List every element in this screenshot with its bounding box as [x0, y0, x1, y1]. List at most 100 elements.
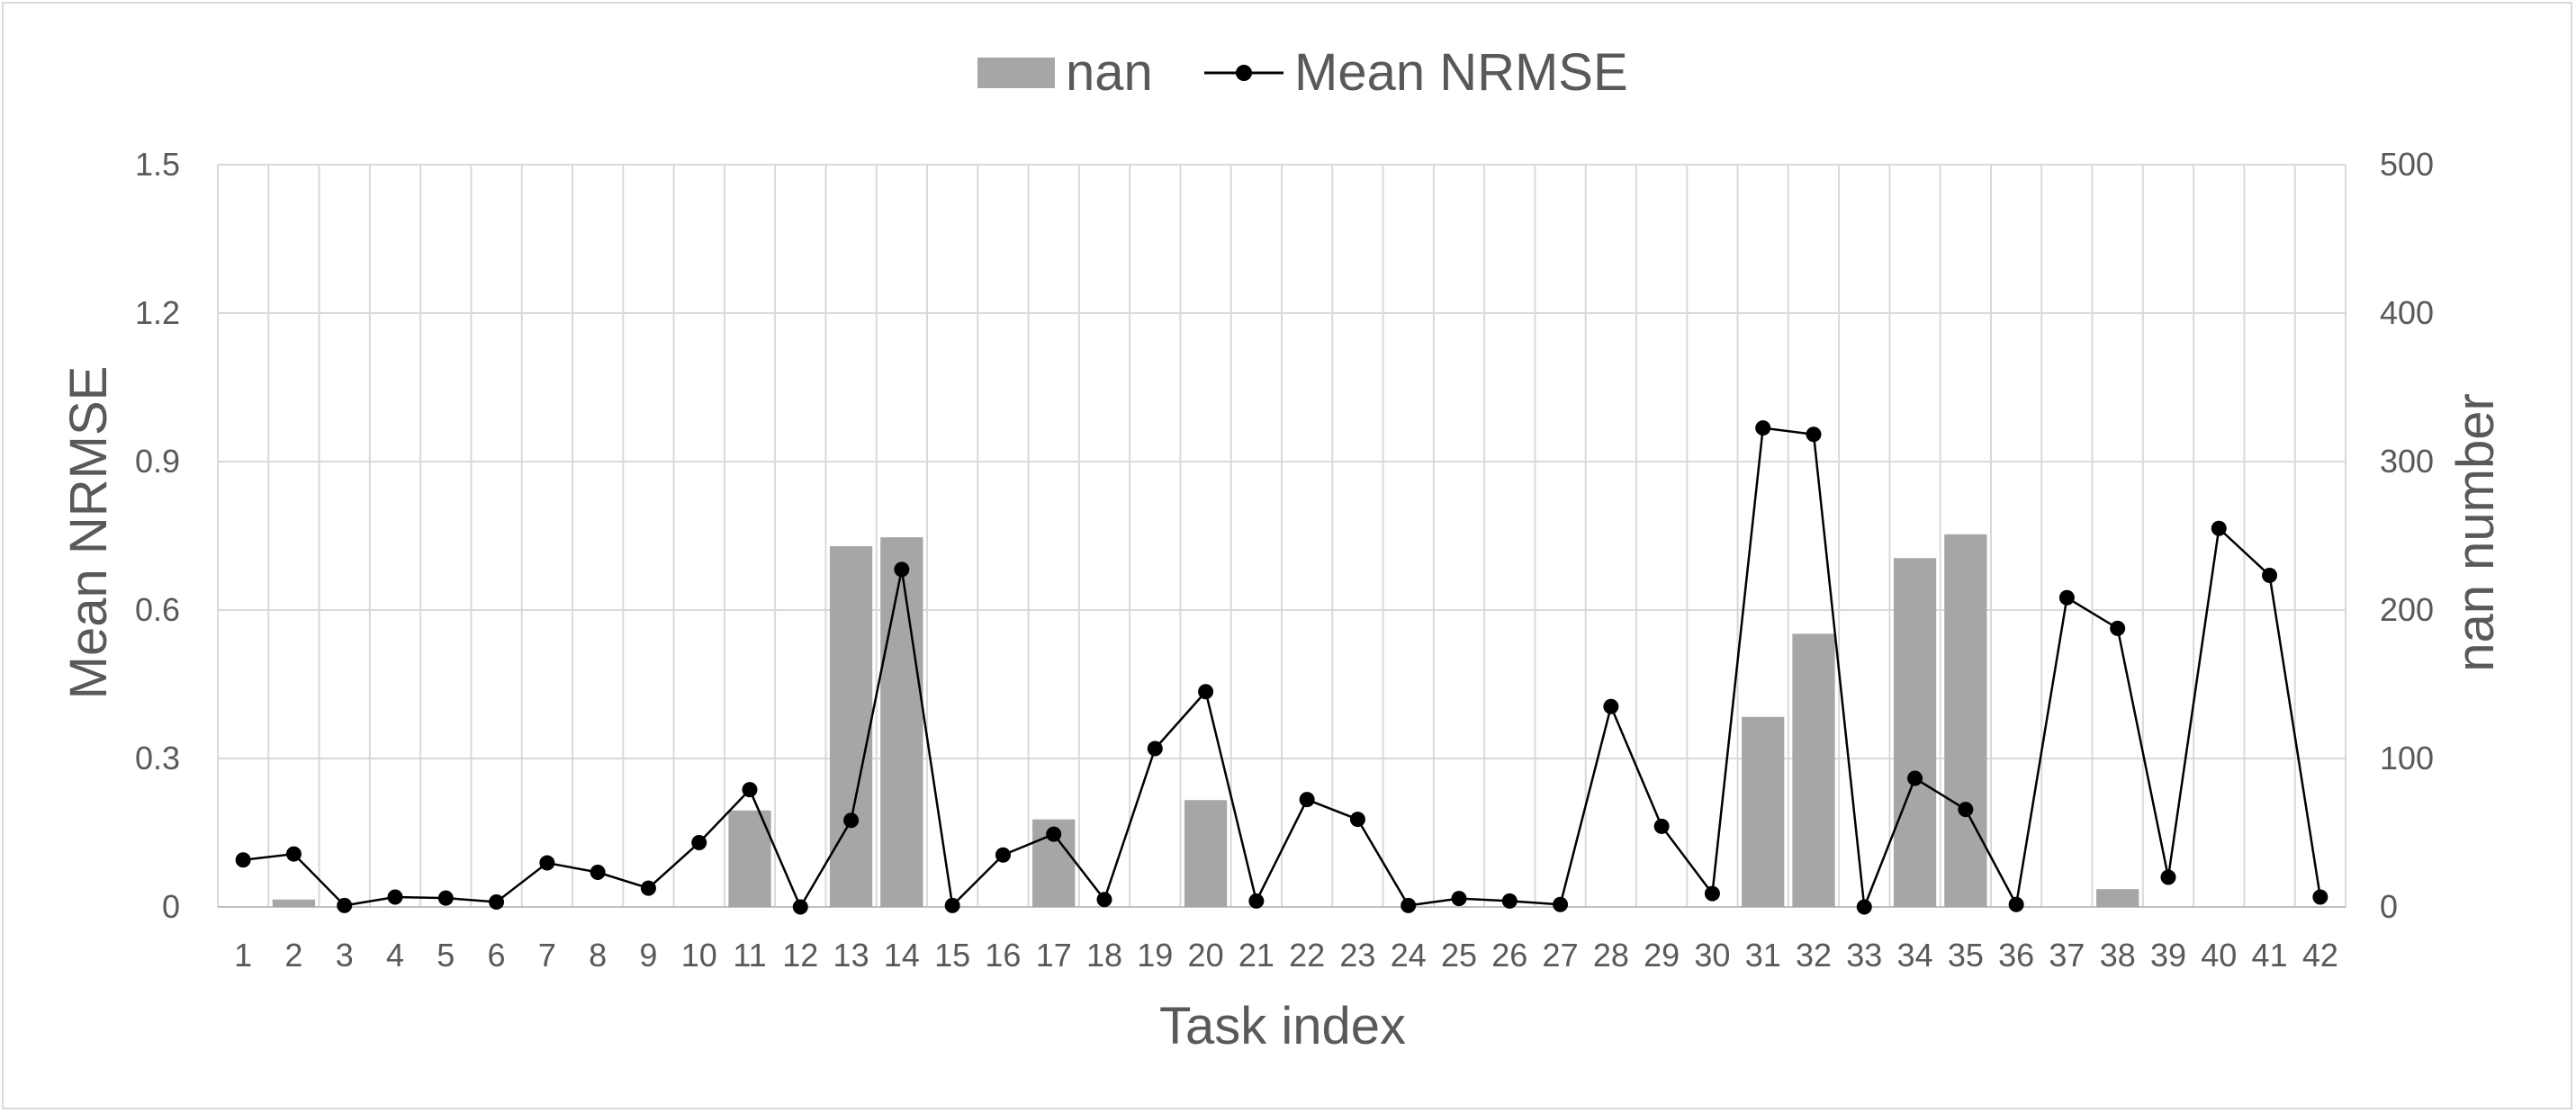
x-tick-label: 27: [1543, 937, 1579, 974]
point-mean-nrmse-task-5: [437, 890, 454, 906]
x-tick-label: 6: [488, 937, 506, 974]
bar-nan-task-2: [272, 899, 316, 907]
x-tick-label: 8: [589, 937, 607, 974]
x-tick-label: 24: [1391, 937, 1427, 974]
gridlines: [217, 164, 2346, 908]
point-mean-nrmse-task-11: [742, 782, 758, 798]
point-mean-nrmse-task-4: [387, 889, 403, 905]
point-mean-nrmse-task-35: [1958, 802, 1974, 818]
x-tick-label: 16: [985, 937, 1021, 974]
point-mean-nrmse-task-13: [843, 812, 860, 829]
x-tick-label: 4: [386, 937, 404, 974]
point-mean-nrmse-task-26: [1501, 893, 1518, 909]
legend-marker-mean-nrmse: [1236, 65, 1252, 81]
bar-series-nan: [272, 534, 2139, 907]
x-tick-label: 35: [1948, 937, 1984, 974]
point-mean-nrmse-task-37: [2058, 589, 2075, 606]
right-y-axis-tick-labels: 0 100 200 300 400 500: [2380, 146, 2434, 925]
point-mean-nrmse-task-36: [2008, 896, 2024, 912]
point-mean-nrmse-task-24: [1401, 897, 1417, 913]
x-tick-label: 42: [2302, 937, 2338, 974]
bar-nan-task-32: [1792, 633, 1835, 907]
point-mean-nrmse-task-10: [691, 835, 707, 850]
point-mean-nrmse-task-25: [1451, 891, 1467, 907]
x-tick-label: 21: [1238, 937, 1274, 974]
x-tick-label: 17: [1036, 937, 1072, 974]
left-y-tick-label: 1.5: [135, 146, 180, 183]
point-mean-nrmse-task-30: [1704, 885, 1720, 902]
right-y-tick-label: 300: [2380, 443, 2434, 480]
left-y-tick-label: 0.9: [135, 443, 180, 480]
bar-nan-task-14: [880, 537, 923, 907]
left-y-tick-label: 0: [162, 888, 180, 925]
point-mean-nrmse-task-3: [337, 897, 353, 913]
x-tick-label: 20: [1188, 937, 1224, 974]
point-mean-nrmse-task-39: [2160, 869, 2176, 885]
point-mean-nrmse-task-42: [2312, 889, 2328, 905]
x-tick-label: 31: [1745, 937, 1781, 974]
left-y-tick-label: 0.6: [135, 591, 180, 628]
bar-nan-task-13: [829, 546, 873, 907]
x-tick-label: 14: [884, 937, 920, 974]
point-mean-nrmse-task-33: [1856, 899, 1872, 915]
point-mean-nrmse-task-15: [944, 897, 960, 913]
point-mean-nrmse-task-9: [640, 880, 656, 896]
right-y-tick-label: 500: [2380, 146, 2434, 183]
left-y-axis-title: Mean NRMSE: [59, 366, 118, 700]
x-tick-label: 39: [2150, 937, 2186, 974]
left-y-tick-label: 0.3: [135, 740, 180, 776]
bar-nan-task-38: [2096, 889, 2139, 907]
x-tick-label: 9: [639, 937, 657, 974]
x-tick-label: 32: [1796, 937, 1832, 974]
point-mean-nrmse-task-32: [1806, 426, 1822, 443]
x-tick-label: 15: [934, 937, 970, 974]
right-y-tick-label: 200: [2380, 591, 2434, 628]
x-tick-label: 34: [1897, 937, 1933, 974]
point-mean-nrmse-task-28: [1603, 698, 1619, 714]
x-tick-label: 22: [1289, 937, 1325, 974]
x-tick-label: 26: [1491, 937, 1527, 974]
x-tick-label: 36: [1998, 937, 2034, 974]
x-tick-label: 2: [284, 937, 302, 974]
x-axis-title: Task index: [1159, 997, 1406, 1055]
x-tick-label: 23: [1339, 937, 1375, 974]
bar-nan-task-20: [1184, 800, 1228, 907]
point-mean-nrmse-task-41: [2262, 568, 2278, 583]
line-path-mean-nrmse: [242, 426, 2322, 910]
x-tick-label: 11: [733, 937, 766, 974]
legend: nan Mean NRMSE: [977, 43, 1628, 102]
point-mean-nrmse-task-16: [995, 847, 1011, 863]
point-mean-nrmse-task-12: [792, 899, 808, 915]
point-mean-nrmse-task-21: [1248, 893, 1265, 909]
point-mean-nrmse-task-7: [539, 855, 555, 871]
legend-label-nan: nan: [1066, 43, 1153, 102]
point-mean-nrmse-task-2: [285, 846, 302, 862]
point-mean-nrmse-task-20: [1198, 684, 1214, 700]
x-tick-label: 13: [833, 937, 869, 974]
right-y-tick-label: 0: [2380, 888, 2398, 925]
bar-nan-task-11: [728, 810, 771, 907]
bar-nan-task-35: [1944, 534, 1987, 907]
x-tick-label: 19: [1137, 937, 1173, 974]
x-tick-label: 25: [1441, 937, 1477, 974]
left-y-axis-tick-labels: 0 0.3 0.6 0.9 1.2 1.5: [135, 146, 180, 925]
x-tick-label: 10: [681, 937, 717, 974]
x-tick-label: 18: [1086, 937, 1122, 974]
point-mean-nrmse-task-29: [1653, 818, 1670, 834]
bar-nan-task-31: [1742, 716, 1785, 907]
point-mean-nrmse-task-31: [1755, 420, 1771, 436]
left-y-tick-label: 1.2: [135, 294, 180, 331]
x-tick-label: 40: [2201, 937, 2237, 974]
x-tick-label: 37: [2049, 937, 2085, 974]
x-tick-label: 28: [1593, 937, 1629, 974]
bar-nan-task-34: [1893, 558, 1937, 907]
point-mean-nrmse-task-17: [1046, 826, 1062, 842]
point-mean-nrmse-task-19: [1147, 741, 1163, 757]
line-series-mean-nrmse: [235, 420, 2328, 915]
point-mean-nrmse-task-27: [1553, 896, 1569, 912]
x-tick-label: 5: [437, 937, 455, 974]
point-mean-nrmse-task-23: [1349, 812, 1365, 828]
x-tick-label: 30: [1694, 937, 1730, 974]
point-mean-nrmse-task-18: [1096, 892, 1112, 908]
